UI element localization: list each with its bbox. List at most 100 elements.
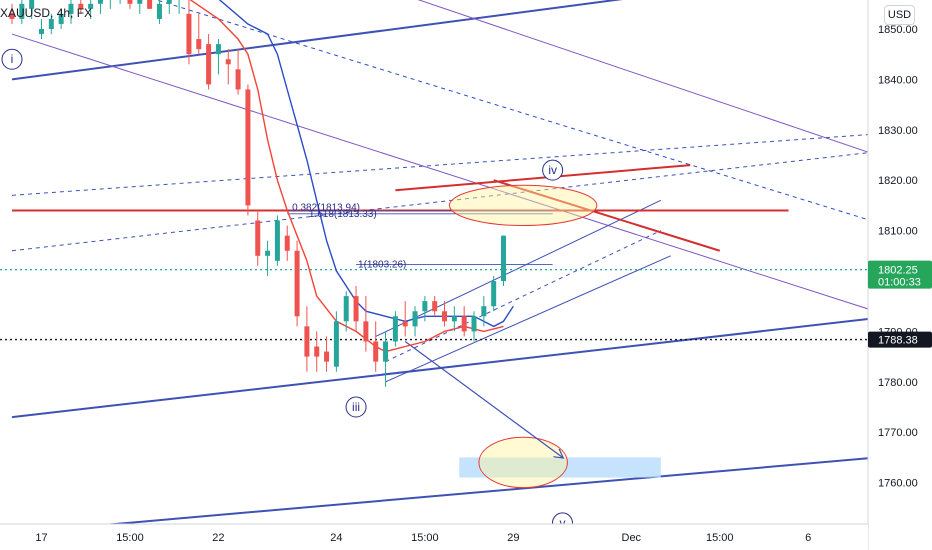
candle-body-33	[333, 321, 339, 367]
candle-body-34	[343, 296, 349, 322]
candle-body-12	[127, 0, 133, 4]
candle-body-42	[422, 301, 428, 312]
candle-body-14	[147, 0, 153, 9]
wave-circle-iv	[542, 159, 564, 181]
ma-blue-line	[218, 0, 514, 328]
candle-body-18	[186, 13, 192, 55]
candle-body-44	[442, 311, 448, 322]
fib-label-0: 0.382(1813.94)	[292, 203, 360, 214]
current-price-badge[interactable]	[868, 260, 932, 289]
highlight-ellipse-0	[448, 184, 598, 227]
fib-label-2: 1(1803.26)	[358, 260, 406, 271]
trend-line-5	[155, 0, 868, 221]
candle-body-13	[137, 0, 143, 4]
wave-circle-v	[551, 512, 573, 524]
currency-button[interactable]: USD	[884, 5, 915, 25]
candle-body-39	[392, 316, 398, 342]
candle-body-24	[245, 89, 251, 206]
candle-body-43	[432, 301, 438, 312]
candle-body-32	[324, 351, 330, 362]
candle-body-46	[461, 316, 467, 332]
candle-body-0	[9, 13, 15, 19]
candle-body-30	[304, 326, 310, 357]
time-axis: 17 15:00 22 24 15:00 29 Dec 15:00 6	[0, 523, 868, 550]
candle-body-40	[402, 321, 408, 327]
candle-body-38	[383, 341, 389, 362]
time-tick-label: 24	[330, 532, 342, 544]
time-tick-label: 22	[212, 532, 224, 544]
drawing-lines	[0, 0, 868, 524]
trend-line-10	[385, 230, 661, 363]
marked-price-value: 1788.38	[878, 335, 918, 347]
candle-body-7	[78, 3, 84, 9]
wave-circle-iii	[345, 396, 367, 418]
trend-line-7	[11, 152, 868, 252]
candle-body-20	[206, 44, 212, 85]
trend-line-0	[11, 0, 623, 81]
candle-body-25	[255, 220, 261, 256]
price-axis: 1850.001840.001830.001820.001810.001800.…	[867, 0, 932, 550]
fib-label-1: 1.618(1813.33)	[309, 209, 377, 220]
wave-label-iii: iii	[352, 400, 360, 414]
candle-body-8	[88, 3, 94, 9]
price-tick-label: 1780.00	[878, 377, 918, 389]
trend-line-9	[385, 255, 671, 383]
candle-body-31	[314, 346, 320, 357]
time-tick-label: 15:00	[116, 532, 144, 544]
candle-body-36	[363, 321, 369, 342]
wave-label-i: i	[11, 52, 14, 66]
price-tick-label: 1760.00	[878, 478, 918, 490]
price-tick-label: 1820.00	[878, 175, 918, 187]
wave-label-iv: iv	[548, 163, 557, 177]
candle-body-28	[284, 235, 290, 251]
candle-body-45	[451, 316, 457, 322]
target-zone-box	[459, 457, 661, 478]
projection-arrow	[404, 340, 562, 457]
wave-circle-i	[1, 48, 23, 70]
candle-body-19	[196, 39, 202, 50]
candles	[9, 0, 506, 387]
price-tick-label: 1850.00	[878, 24, 918, 36]
candle-body-15	[156, 3, 162, 19]
bar-countdown: 01:00:33	[878, 277, 921, 289]
price-tick-label: 1830.00	[878, 125, 918, 137]
candle-body-21	[215, 44, 221, 55]
candle-body-3	[38, 29, 44, 35]
marked-price-badge[interactable]	[868, 331, 932, 348]
symbol-header: XAUUSD, 4h, FX	[0, 6, 93, 20]
time-tick-label: 15:00	[411, 532, 439, 544]
currency-label: USD	[887, 9, 912, 21]
candle-body-48	[481, 306, 487, 317]
candle-body-50	[501, 235, 506, 281]
candle-body-9	[97, 0, 103, 4]
trend-line-6	[11, 134, 868, 196]
trend-line-4	[417, 0, 868, 153]
candle-body-41	[412, 311, 418, 327]
price-tick-label: 1840.00	[878, 74, 918, 86]
candle-body-47	[471, 316, 477, 332]
ma-red-line	[189, 0, 504, 353]
symbol-exchange: FX	[76, 6, 93, 20]
time-tick-label: 29	[507, 532, 519, 544]
candle-body-29	[294, 250, 300, 317]
symbol-name: XAUUSD	[0, 6, 51, 20]
trend-line-3	[11, 33, 868, 310]
candle-body-16	[166, 0, 172, 4]
trend-line-2	[103, 457, 868, 524]
candle-body-27	[274, 220, 280, 261]
trend-line-13	[493, 179, 721, 252]
symbol-timeframe: 4h	[56, 6, 71, 20]
candle-body-1	[19, 3, 25, 19]
time-axis-bg	[0, 524, 868, 550]
price-tick-label: 1770.00	[878, 427, 918, 439]
wave-label-v: v	[559, 516, 565, 530]
time-tick-label: 17	[35, 532, 47, 544]
candle-body-35	[353, 296, 359, 322]
time-tick-label: Dec	[622, 532, 642, 544]
candle-body-49	[491, 281, 497, 307]
trend-line-12	[395, 164, 691, 192]
time-tick-label: 15:00	[706, 532, 734, 544]
trend-line-8	[375, 199, 661, 337]
